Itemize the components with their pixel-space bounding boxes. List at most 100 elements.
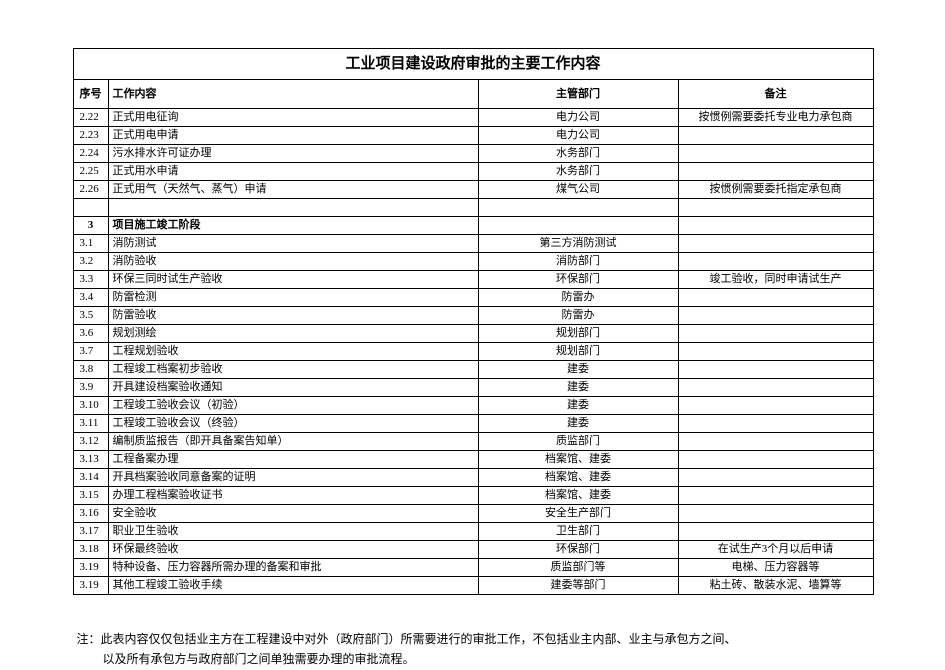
- cell-num: 3.9: [73, 379, 108, 397]
- table-row: 3.9开具建设档案验收通知建委: [73, 379, 873, 397]
- cell-note: [678, 451, 873, 469]
- cell-note: 在试生产3个月以后申请: [678, 541, 873, 559]
- table-row: 3.14开具档案验收同意备案的证明档案馆、建委: [73, 469, 873, 487]
- footnote: 注：此表内容仅仅包括业主方在工程建设中对外（政府部门）所需要进行的审批工作，不包…: [73, 629, 873, 670]
- cell-num: 3.7: [73, 343, 108, 361]
- cell-work: 防雷验收: [108, 307, 478, 325]
- table-row: 3.12编制质监报告（即开具备案告知单）质监部门: [73, 433, 873, 451]
- cell-work: 正式用电征询: [108, 109, 478, 127]
- cell-note: [678, 361, 873, 379]
- cell-note: [678, 523, 873, 541]
- cell-dept: 环保部门: [478, 271, 678, 289]
- table-row: 3.19其他工程竣工验收手续建委等部门粘土砖、散装水泥、墙算等: [73, 577, 873, 595]
- cell-note: [678, 163, 873, 181]
- cell-work: 正式用电申请: [108, 127, 478, 145]
- cell-num: 3.5: [73, 307, 108, 325]
- cell-note: [678, 217, 873, 235]
- cell-work: 环保最终验收: [108, 541, 478, 559]
- table-row: 3.19特种设备、压力容器所需办理的备案和审批质监部门等电梯、压力容器等: [73, 559, 873, 577]
- cell-note: [678, 397, 873, 415]
- cell-dept: 消防部门: [478, 253, 678, 271]
- table-row: 3.8工程竣工档案初步验收建委: [73, 361, 873, 379]
- cell-work: 办理工程档案验收证书: [108, 487, 478, 505]
- table-row: 3项目施工竣工阶段: [73, 217, 873, 235]
- cell-num: 3.16: [73, 505, 108, 523]
- col-header-work: 工作内容: [108, 80, 478, 109]
- cell-work: 污水排水许可证办理: [108, 145, 478, 163]
- cell-dept: 建委: [478, 379, 678, 397]
- table-row: 3.3环保三同时试生产验收环保部门竣工验收，同时申请试生产: [73, 271, 873, 289]
- table-row: 3.18环保最终验收环保部门在试生产3个月以后申请: [73, 541, 873, 559]
- cell-note: [678, 505, 873, 523]
- cell-num: 3.3: [73, 271, 108, 289]
- cell-num: 3.19: [73, 559, 108, 577]
- cell-num: 2.26: [73, 181, 108, 199]
- cell-note: [678, 433, 873, 451]
- cell-work: 消防验收: [108, 253, 478, 271]
- cell-dept: [478, 217, 678, 235]
- cell-note: [678, 289, 873, 307]
- cell-num: 3.10: [73, 397, 108, 415]
- cell-work: 工程竣工验收会议（终验）: [108, 415, 478, 433]
- approval-table: 工业项目建设政府审批的主要工作内容 序号 工作内容 主管部门 备注 2.22正式…: [73, 48, 874, 595]
- cell-note: [678, 325, 873, 343]
- blank-cell: [73, 199, 108, 217]
- cell-num: 3.14: [73, 469, 108, 487]
- cell-work: 开具建设档案验收通知: [108, 379, 478, 397]
- cell-work: 环保三同时试生产验收: [108, 271, 478, 289]
- cell-dept: 规划部门: [478, 343, 678, 361]
- cell-dept: 质监部门: [478, 433, 678, 451]
- cell-num: 3.11: [73, 415, 108, 433]
- cell-dept: 防雷办: [478, 307, 678, 325]
- cell-dept: 建委: [478, 397, 678, 415]
- table-row: 3.5防雷验收防雷办: [73, 307, 873, 325]
- cell-note: [678, 307, 873, 325]
- cell-work: 工程规划验收: [108, 343, 478, 361]
- table-row: 3.7工程规划验收规划部门: [73, 343, 873, 361]
- cell-note: [678, 379, 873, 397]
- table-row: 2.25正式用水申请水务部门: [73, 163, 873, 181]
- cell-dept: 档案馆、建委: [478, 451, 678, 469]
- table-row: 3.10工程竣工验收会议（初验）建委: [73, 397, 873, 415]
- table-row: 3.6规划测绘规划部门: [73, 325, 873, 343]
- cell-work: 特种设备、压力容器所需办理的备案和审批: [108, 559, 478, 577]
- table-row: 2.26正式用气（天然气、蒸气）申请煤气公司按惯例需要委托指定承包商: [73, 181, 873, 199]
- cell-dept: 煤气公司: [478, 181, 678, 199]
- cell-num: 3.17: [73, 523, 108, 541]
- footnote-line2: 以及所有承包方与政府部门之间单独需要办理的审批流程。: [77, 649, 873, 669]
- table-header-row: 序号 工作内容 主管部门 备注: [73, 80, 873, 109]
- cell-work: 规划测绘: [108, 325, 478, 343]
- cell-note: [678, 253, 873, 271]
- cell-dept: 水务部门: [478, 163, 678, 181]
- cell-dept: 电力公司: [478, 127, 678, 145]
- cell-num: 3: [73, 217, 108, 235]
- cell-dept: 安全生产部门: [478, 505, 678, 523]
- cell-work: 开具档案验收同意备案的证明: [108, 469, 478, 487]
- cell-num: 3.1: [73, 235, 108, 253]
- blank-cell: [108, 199, 478, 217]
- cell-note: [678, 415, 873, 433]
- cell-dept: 电力公司: [478, 109, 678, 127]
- table-row: 2.22正式用电征询电力公司按惯例需要委托专业电力承包商: [73, 109, 873, 127]
- table-row: 3.2消防验收消防部门: [73, 253, 873, 271]
- cell-work: 其他工程竣工验收手续: [108, 577, 478, 595]
- cell-note: [678, 235, 873, 253]
- footnote-line1: 注：此表内容仅仅包括业主方在工程建设中对外（政府部门）所需要进行的审批工作，不包…: [77, 629, 873, 649]
- cell-num: 3.4: [73, 289, 108, 307]
- cell-note: [678, 127, 873, 145]
- cell-work: 工程竣工档案初步验收: [108, 361, 478, 379]
- cell-dept: 规划部门: [478, 325, 678, 343]
- cell-dept: 质监部门等: [478, 559, 678, 577]
- cell-num: 3.13: [73, 451, 108, 469]
- cell-dept: 第三方消防测试: [478, 235, 678, 253]
- cell-note: 按惯例需要委托专业电力承包商: [678, 109, 873, 127]
- cell-note: [678, 487, 873, 505]
- cell-num: 3.19: [73, 577, 108, 595]
- cell-work: 职业卫生验收: [108, 523, 478, 541]
- cell-note: 按惯例需要委托指定承包商: [678, 181, 873, 199]
- cell-work: 编制质监报告（即开具备案告知单）: [108, 433, 478, 451]
- cell-num: 3.18: [73, 541, 108, 559]
- cell-work: 项目施工竣工阶段: [108, 217, 478, 235]
- col-header-note: 备注: [678, 80, 873, 109]
- cell-work: 工程竣工验收会议（初验）: [108, 397, 478, 415]
